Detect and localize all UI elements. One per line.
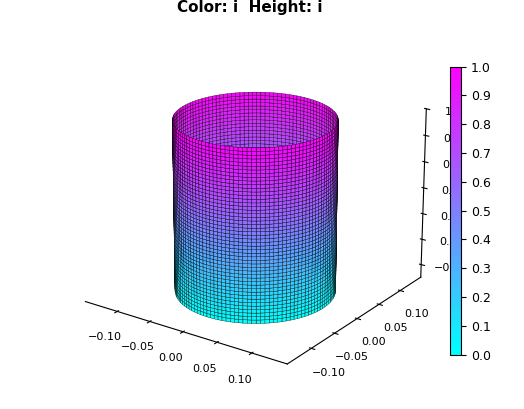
Title: Color: i  Height: i: Color: i Height: i [178, 0, 323, 15]
